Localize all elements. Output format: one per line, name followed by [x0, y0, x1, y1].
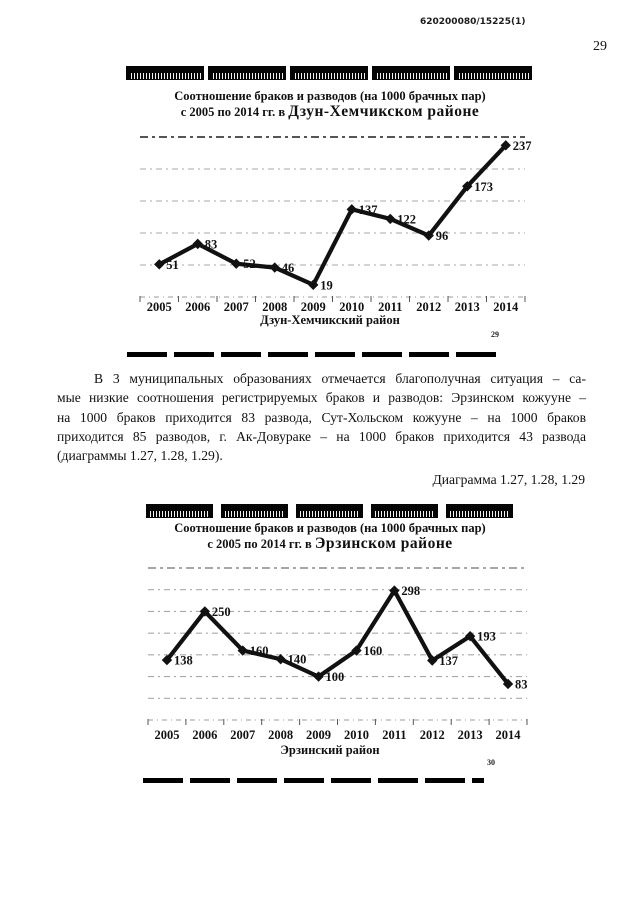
- svg-text:173: 173: [474, 180, 493, 194]
- svg-text:2010: 2010: [339, 300, 364, 314]
- svg-text:100: 100: [326, 670, 345, 684]
- scan-artifact-bar: [146, 504, 213, 518]
- scan-artifact-bar: [208, 66, 286, 80]
- svg-text:51: 51: [166, 258, 179, 272]
- line-chart-dzun-khemchik: 51 83 52 46 19 137 122 96 173 237 2005 2006 2007 2008…: [139, 136, 532, 314]
- page-number: 29: [593, 39, 607, 54]
- scan-artifact-bar-row: [146, 504, 513, 518]
- svg-text:2005: 2005: [154, 728, 179, 742]
- svg-text:237: 237: [513, 139, 532, 153]
- scan-artifact-bar: [446, 504, 513, 518]
- line-chart-erzin: 138 250 160 140 100 160 298 137 193 83 2005 2006 200…: [147, 567, 528, 742]
- scan-artifact-bar: [454, 66, 532, 80]
- svg-text:83: 83: [205, 237, 218, 251]
- scan-artifact-bar: [371, 504, 438, 518]
- svg-text:96: 96: [436, 229, 449, 243]
- chart-subtitle-prefix: с 2005 по 2014 гг. в: [180, 105, 286, 119]
- svg-text:2010: 2010: [344, 728, 369, 742]
- svg-text:19: 19: [320, 278, 333, 292]
- svg-text:160: 160: [363, 644, 382, 658]
- svg-text:2013: 2013: [455, 300, 480, 314]
- svg-text:2009: 2009: [306, 728, 331, 742]
- chart-subtitle-region: Эрзинском районе: [314, 535, 453, 552]
- document-number: 620200080/15225(1): [420, 17, 526, 27]
- scan-artifact-bar: [296, 504, 363, 518]
- paragraph-line: приходится 85 разводов, г. Ак-Довураке –…: [57, 428, 586, 444]
- svg-text:137: 137: [439, 654, 458, 668]
- chart-x-axis-label: Эрзинский район: [280, 743, 380, 757]
- svg-text:2008: 2008: [268, 728, 293, 742]
- paragraph-line: мые низкие соотношения регистрируемых бр…: [57, 390, 586, 406]
- svg-text:2014: 2014: [496, 728, 522, 742]
- paragraph-line: В 3 муниципальных образованиях отмечаетс…: [94, 371, 586, 386]
- svg-text:2009: 2009: [301, 300, 326, 314]
- chart-subtitle: с 2005 по 2014 гг. в Эрзинском районе: [120, 535, 540, 553]
- chart-x-axis-label: Дзун-Хемчикский район: [260, 313, 400, 327]
- svg-text:160: 160: [250, 644, 269, 658]
- svg-text:138: 138: [174, 654, 193, 668]
- chart-title: Соотношение браков и разводов (на 1000 б…: [174, 89, 486, 103]
- svg-text:2008: 2008: [262, 300, 287, 314]
- svg-text:52: 52: [243, 257, 256, 271]
- svg-text:250: 250: [212, 605, 231, 619]
- chart-subtitle: с 2005 по 2014 гг. в Дзун-Хемчикском рай…: [120, 103, 540, 121]
- svg-text:2006: 2006: [192, 728, 217, 742]
- figure-page-note: 29: [491, 330, 499, 339]
- diagram-caption: Диаграмма 1.27, 1.28, 1.29: [432, 472, 586, 487]
- svg-text:2011: 2011: [382, 728, 406, 742]
- svg-text:2006: 2006: [185, 300, 210, 314]
- scan-artifact-bar: [126, 66, 204, 80]
- svg-text:298: 298: [401, 584, 420, 598]
- scan-artifact-bar: [372, 66, 450, 80]
- svg-text:193: 193: [477, 630, 496, 644]
- chart-subtitle-prefix: с 2005 по 2014 гг. в: [207, 537, 312, 551]
- svg-text:2007: 2007: [224, 300, 249, 314]
- paragraph-line: (диаграммы 1.27, 1.28, 1.29).: [57, 448, 223, 464]
- svg-text:46: 46: [282, 261, 295, 275]
- svg-text:2012: 2012: [416, 300, 441, 314]
- scan-artifact-bar: [221, 504, 288, 518]
- svg-text:2013: 2013: [458, 728, 483, 742]
- svg-text:137: 137: [359, 203, 378, 217]
- svg-text:83: 83: [515, 677, 528, 691]
- svg-text:122: 122: [397, 212, 416, 226]
- scan-artifact-bar-row: [126, 66, 532, 80]
- body-paragraph: В 3 муниципальных образованиях отмечаетс…: [57, 369, 586, 465]
- svg-text:2014: 2014: [493, 300, 519, 314]
- svg-text:2007: 2007: [230, 728, 255, 742]
- page-separator-bar: [143, 778, 484, 783]
- svg-text:2005: 2005: [147, 300, 172, 314]
- scan-artifact-bar: [290, 66, 368, 80]
- svg-text:2011: 2011: [378, 300, 402, 314]
- svg-text:2012: 2012: [420, 728, 445, 742]
- svg-text:140: 140: [288, 653, 307, 667]
- page-separator-bar: [127, 352, 498, 357]
- paragraph-line: на 1000 браков приходится 83 развода, Су…: [57, 409, 586, 425]
- chart-subtitle-region: Дзун-Хемчикском районе: [288, 103, 480, 120]
- chart-title: Соотношение браков и разводов (на 1000 б…: [174, 521, 486, 535]
- figure-page-note: 30: [487, 758, 495, 767]
